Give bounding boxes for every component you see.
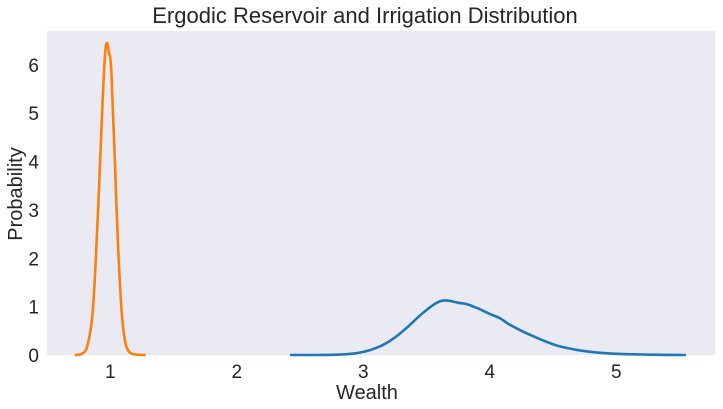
chart-title: Ergodic Reservoir and Irrigation Distrib… [152,3,578,28]
series-line-irrigation [74,41,146,357]
x-tick-label: 2 [231,362,242,383]
series-lines [74,41,686,357]
y-tick-label: 1 [28,298,39,319]
x-tick-label: 4 [485,362,496,383]
x-tick-label: 5 [611,362,622,383]
y-tick-label: 0 [28,346,39,367]
y-tick-label: 6 [28,56,39,77]
y-axis-label: Probability [5,147,27,240]
y-tick-label: 5 [28,104,39,125]
plot-area [47,31,715,355]
y-tick-label: 3 [28,201,39,222]
series-line-reservoir [289,299,686,357]
x-axis-ticks: 1 2 3 4 5 [105,362,622,383]
x-tick-label: 3 [358,362,369,383]
x-tick-label: 1 [105,362,116,383]
x-axis-label: Wealth [336,382,398,404]
y-tick-label: 4 [28,153,39,174]
y-axis-ticks: 0 1 2 3 4 5 6 [28,56,39,367]
y-tick-label: 2 [28,249,39,270]
